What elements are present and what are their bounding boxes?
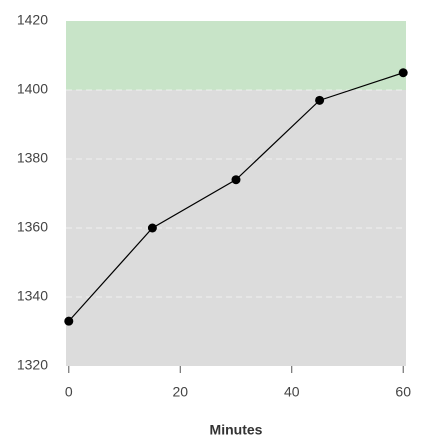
point: [398, 68, 408, 78]
y-tick-label: 1380: [17, 150, 48, 166]
point: [231, 175, 241, 185]
x-tick-label: 20: [172, 384, 188, 400]
point: [64, 316, 74, 326]
point: [315, 95, 325, 105]
y-tick-label: 1340: [17, 288, 48, 304]
y-tick-label: 1400: [17, 81, 48, 97]
marks: [64, 68, 408, 326]
y-tick-label: 1360: [17, 219, 48, 235]
x-axis-title: Minutes: [210, 422, 263, 438]
x-tick-label: 40: [284, 384, 300, 400]
point: [147, 223, 157, 233]
band: [66, 21, 406, 90]
bands: [66, 21, 406, 366]
x-tick-label: 60: [395, 384, 411, 400]
x-tick-label: 0: [65, 384, 73, 400]
y-tick-label: 1420: [17, 12, 48, 28]
y-tick-label: 1320: [17, 357, 48, 373]
